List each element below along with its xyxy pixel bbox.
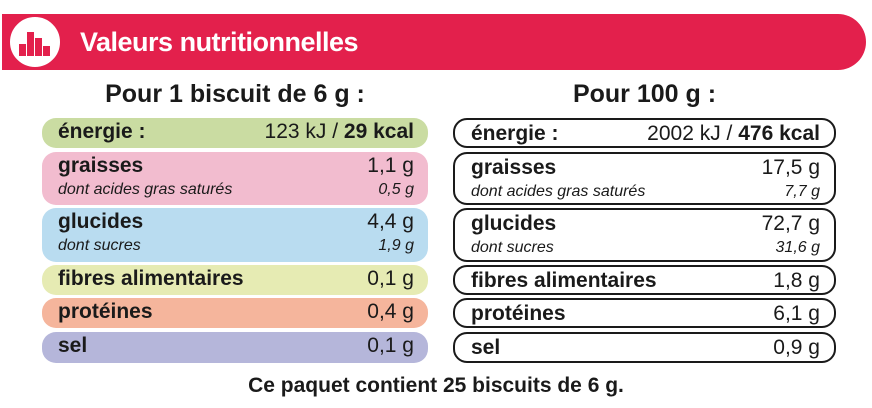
row-value: 0,9 g (773, 336, 820, 359)
row-label: protéines (471, 302, 566, 325)
row-value: 72,7 g (761, 212, 820, 235)
row-label: énergie : (471, 122, 559, 145)
sub-value: 31,6 g (775, 239, 820, 256)
sub-value: 7,7 g (784, 183, 820, 200)
nutrient-row: protéines 0,4 g (42, 298, 428, 328)
row-label: glucides (471, 212, 557, 235)
nutrient-row: sel 0,9 g (453, 332, 836, 363)
row-value: 4,4 g (367, 210, 414, 233)
sub-label: dont acides gras saturés (58, 181, 233, 198)
row-value: 1,8 g (773, 269, 820, 292)
row-label: protéines (58, 300, 153, 323)
row-value: 0,1 g (367, 334, 414, 357)
nutrient-row: sel 0,1 g (42, 332, 428, 363)
nutrient-row: graisses 1,1 g dont acides gras saturés 0,5… (42, 152, 428, 205)
row-value: 6,1 g (773, 302, 820, 325)
row-label: énergie : (58, 120, 146, 143)
column-heading: Pour 100 g : (572, 80, 717, 108)
sub-value: 1,9 g (378, 237, 414, 254)
energy-kcal: 476 kcal (738, 122, 820, 145)
nutrient-row: protéines 6,1 g (453, 298, 836, 328)
energy-value: 2002 kJ / 476 kcal (647, 122, 820, 146)
energy-row: énergie : 123 kJ / 29 kcal (42, 118, 428, 148)
energy-kj: 2002 kJ / (647, 122, 733, 145)
energy-kcal: 29 kcal (343, 120, 414, 143)
nutrient-row: fibres alimentaires 0,1 g (42, 265, 428, 295)
row-label: glucides (58, 210, 144, 233)
nutrient-row: glucides 4,4 g dont sucres 1,9 g (42, 208, 428, 262)
row-label: sel (58, 334, 88, 357)
header-bar (2, 14, 866, 70)
energy-kj: 123 kJ / (264, 120, 339, 143)
sub-label: dont sucres (471, 239, 554, 256)
nutrient-row: glucides 72,7 g dont sucres 31,6 g (453, 208, 836, 262)
column-heading: Pour 1 biscuit de 6 g : (105, 80, 365, 108)
sub-value: 0,5 g (378, 181, 414, 198)
nutrient-row: fibres alimentaires 1,8 g (453, 265, 836, 295)
title: Valeurs nutritionnelles (80, 27, 359, 57)
energy-value: 123 kJ / 29 kcal (265, 120, 414, 144)
row-label: sel (471, 336, 501, 359)
sub-label: dont acides gras saturés (471, 183, 646, 200)
row-label: graisses (471, 156, 557, 179)
energy-row: énergie : 2002 kJ / 476 kcal (453, 118, 836, 148)
row-label: fibres alimentaires (471, 269, 657, 292)
row-label: fibres alimentaires (58, 267, 244, 290)
header-icon (8, 15, 62, 69)
row-value: 0,1 g (367, 267, 414, 290)
row-value: 17,5 g (761, 156, 820, 179)
row-value: 0,4 g (367, 300, 414, 323)
footer: Ce paquet contient 25 biscuits de 6 g. (248, 374, 624, 397)
sub-label: dont sucres (58, 237, 141, 254)
nutrient-row: graisses 17,5 g dont acides gras saturés 7,… (453, 152, 836, 205)
row-value: 1,1 g (367, 154, 414, 177)
row-label: graisses (58, 154, 144, 177)
